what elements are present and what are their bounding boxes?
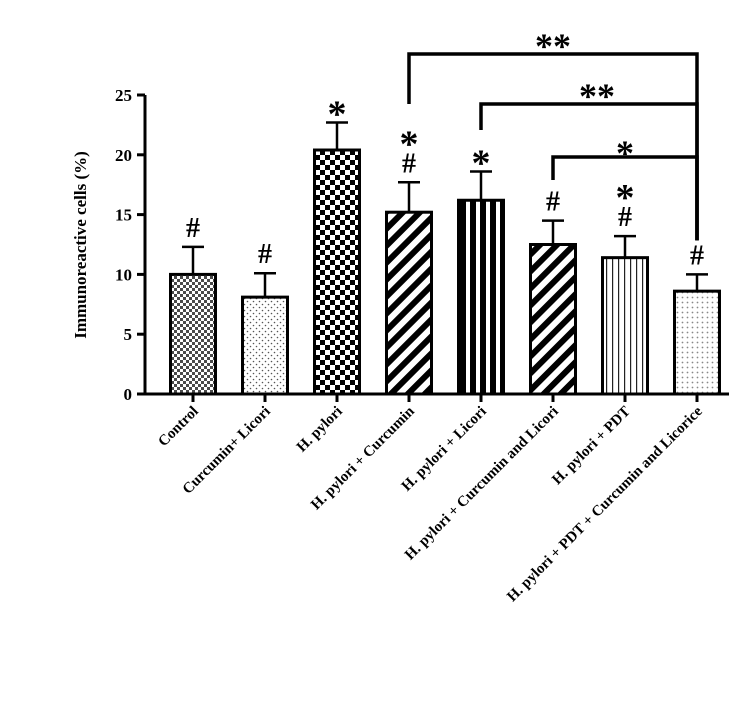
comparison-label: * [616, 133, 634, 173]
bar [529, 243, 577, 396]
x-category-label: Control [155, 404, 201, 450]
x-category-label: H. pylori + Curcumin and Licori [402, 404, 562, 564]
y-axis: 0 5 10 15 20 25 [115, 86, 147, 404]
bar [241, 295, 289, 396]
significance-hash: # [546, 187, 560, 218]
y-tick-label: 15 [115, 206, 132, 225]
bar [673, 289, 721, 396]
significance-hash: # [258, 239, 272, 270]
significance-hash: # [618, 202, 632, 233]
significance-star: * [616, 177, 635, 219]
bar [313, 148, 361, 396]
y-tick-label: 0 [124, 385, 133, 404]
significance-hash: # [402, 148, 416, 179]
bar [457, 198, 505, 396]
y-tick-label: 5 [124, 325, 133, 344]
bar [169, 272, 217, 396]
y-axis-label: Immunoreactive cells (%) [71, 151, 90, 339]
bars-group: ##*#* *##*# [169, 94, 721, 396]
significance-hash: # [690, 240, 704, 271]
bar [601, 256, 649, 396]
comparison-label: ** [579, 76, 615, 116]
y-tick-label: 25 [115, 86, 132, 105]
y-tick-label: 10 [115, 265, 132, 284]
x-category-label: H. pylori [294, 404, 346, 456]
bar [385, 210, 433, 396]
significance-star: * [400, 123, 419, 165]
significance-hash: # [186, 213, 200, 244]
significance-star: * [328, 94, 347, 136]
comparison-bracket [551, 155, 699, 241]
y-tick-label: 20 [115, 146, 132, 165]
comparison-brackets: ***** [407, 26, 699, 241]
comparison-label: ** [535, 26, 571, 66]
x-category-label: H. pylori + PDT [549, 404, 634, 489]
comparison-bracket [479, 102, 699, 241]
significance-star: * [472, 143, 491, 185]
